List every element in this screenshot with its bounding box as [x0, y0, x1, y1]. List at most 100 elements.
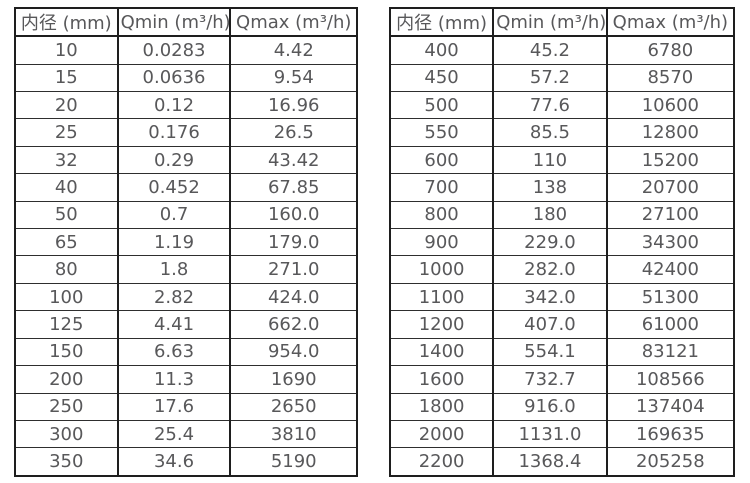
- table-row: 2000 1131.0 169635: [388, 420, 736, 449]
- qmax-cell: 954.0: [229, 337, 358, 367]
- qmin-cell: 916.0: [492, 392, 608, 422]
- qmax-cell: 3810: [229, 420, 358, 449]
- qmin-cell: 1131.0: [492, 420, 608, 449]
- qmin-cell: 407.0: [492, 310, 608, 339]
- diameter-cell: 550: [388, 118, 495, 147]
- qmax-cell: 8570: [605, 63, 736, 92]
- diameter-cell: 1000: [388, 255, 495, 284]
- qmin-cell: 0.0636: [116, 63, 232, 92]
- table-row: 125 4.41 662.0: [14, 310, 358, 339]
- diameter-cell: 1100: [388, 282, 495, 312]
- table-row: 1800 916.0 137404: [388, 392, 736, 422]
- table-row: 300 25.4 3810: [14, 420, 358, 449]
- qmin-cell: 45.2: [492, 35, 608, 65]
- table-row: 2200 1368.4 205258: [388, 447, 736, 477]
- qmin-cell: 229.0: [492, 228, 608, 257]
- qmax-cell: 51300: [605, 282, 736, 312]
- diameter-cell: 600: [388, 145, 495, 175]
- qmin-cell: 138: [492, 173, 608, 202]
- flow-table-small-diameter: 内径 (mm) Qmin (m³/h) Qmax (m³/h) 10 0.0283…: [14, 7, 358, 477]
- diameter-cell: 1200: [388, 310, 495, 339]
- table-row: 10 0.0283 4.42: [14, 35, 358, 65]
- table-row: 700 138 20700: [388, 173, 736, 202]
- qmin-cell: 17.6: [116, 392, 232, 422]
- table-row: 350 34.6 5190: [14, 447, 358, 477]
- qmin-cell: 11.3: [116, 365, 232, 394]
- qmax-cell: 34300: [605, 228, 736, 257]
- diameter-cell: 900: [388, 228, 495, 257]
- table-row: 450 57.2 8570: [388, 63, 736, 92]
- qmax-cell: 662.0: [229, 310, 358, 339]
- qmax-cell: 10600: [605, 90, 736, 120]
- table-row: 800 180 27100: [388, 200, 736, 230]
- qmin-cell: 0.452: [116, 173, 232, 202]
- qmin-cell: 0.0283: [116, 35, 232, 65]
- diameter-cell: 250: [14, 392, 119, 422]
- qmax-cell: 1690: [229, 365, 358, 394]
- diameter-cell: 400: [388, 35, 495, 65]
- qmin-cell: 0.29: [116, 145, 232, 175]
- diameter-cell: 80: [14, 255, 119, 284]
- diameter-cell: 50: [14, 200, 119, 230]
- diameter-cell: 800: [388, 200, 495, 230]
- table-row: 550 85.5 12800: [388, 118, 736, 147]
- qmax-cell: 160.0: [229, 200, 358, 230]
- qmin-cell: 732.7: [492, 365, 608, 394]
- qmin-cell: 57.2: [492, 63, 608, 92]
- table-body: 400 45.2 6780 450 57.2 8570 500 77.6 10600 550 85.…: [388, 35, 736, 477]
- table-header-row: 内径 (mm) Qmin (m³/h) Qmax (m³/h): [388, 7, 736, 37]
- table-row: 80 1.8 271.0: [14, 255, 358, 284]
- diameter-cell: 125: [14, 310, 119, 339]
- diameter-cell: 65: [14, 228, 119, 257]
- diameter-cell: 300: [14, 420, 119, 449]
- diameter-cell: 200: [14, 365, 119, 394]
- qmax-cell: 4.42: [229, 35, 358, 65]
- qmax-cell: 424.0: [229, 282, 358, 312]
- table-row: 32 0.29 43.42: [14, 145, 358, 175]
- table-header-row: 内径 (mm) Qmin (m³/h) Qmax (m³/h): [14, 7, 358, 37]
- qmin-cell: 1.8: [116, 255, 232, 284]
- qmin-cell: 25.4: [116, 420, 232, 449]
- diameter-cell: 1600: [388, 365, 495, 394]
- diameter-cell: 100: [14, 282, 119, 312]
- qmax-cell: 2650: [229, 392, 358, 422]
- diameter-cell: 1400: [388, 337, 495, 367]
- table-body: 10 0.0283 4.42 15 0.0636 9.54 20 0.12 16.96 25 0.1…: [14, 35, 358, 477]
- table-row: 1200 407.0 61000: [388, 310, 736, 339]
- table-row: 1600 732.7 108566: [388, 365, 736, 394]
- qmin-cell: 342.0: [492, 282, 608, 312]
- diameter-cell: 40: [14, 173, 119, 202]
- qmin-cell: 110: [492, 145, 608, 175]
- qmax-cell: 83121: [605, 337, 736, 367]
- table-row: 600 110 15200: [388, 145, 736, 175]
- table-row: 20 0.12 16.96: [14, 90, 358, 120]
- column-header-qmin: Qmin (m³/h): [116, 7, 232, 37]
- qmin-cell: 4.41: [116, 310, 232, 339]
- diameter-cell: 500: [388, 90, 495, 120]
- table-row: 100 2.82 424.0: [14, 282, 358, 312]
- qmax-cell: 15200: [605, 145, 736, 175]
- qmax-cell: 67.85: [229, 173, 358, 202]
- diameter-cell: 32: [14, 145, 119, 175]
- table-row: 1000 282.0 42400: [388, 255, 736, 284]
- qmin-cell: 77.6: [492, 90, 608, 120]
- qmin-cell: 85.5: [492, 118, 608, 147]
- qmax-cell: 61000: [605, 310, 736, 339]
- qmin-cell: 2.82: [116, 282, 232, 312]
- table-row: 200 11.3 1690: [14, 365, 358, 394]
- table-row: 15 0.0636 9.54: [14, 63, 358, 92]
- qmax-cell: 26.5: [229, 118, 358, 147]
- qmax-cell: 169635: [605, 420, 736, 449]
- qmax-cell: 20700: [605, 173, 736, 202]
- table-row: 400 45.2 6780: [388, 35, 736, 65]
- qmax-cell: 179.0: [229, 228, 358, 257]
- diameter-cell: 150: [14, 337, 119, 367]
- diameter-cell: 350: [14, 447, 119, 477]
- column-header-qmin: Qmin (m³/h): [492, 7, 608, 37]
- table-row: 25 0.176 26.5: [14, 118, 358, 147]
- diameter-cell: 2000: [388, 420, 495, 449]
- table-row: 50 0.7 160.0: [14, 200, 358, 230]
- table-row: 500 77.6 10600: [388, 90, 736, 120]
- diameter-cell: 1800: [388, 392, 495, 422]
